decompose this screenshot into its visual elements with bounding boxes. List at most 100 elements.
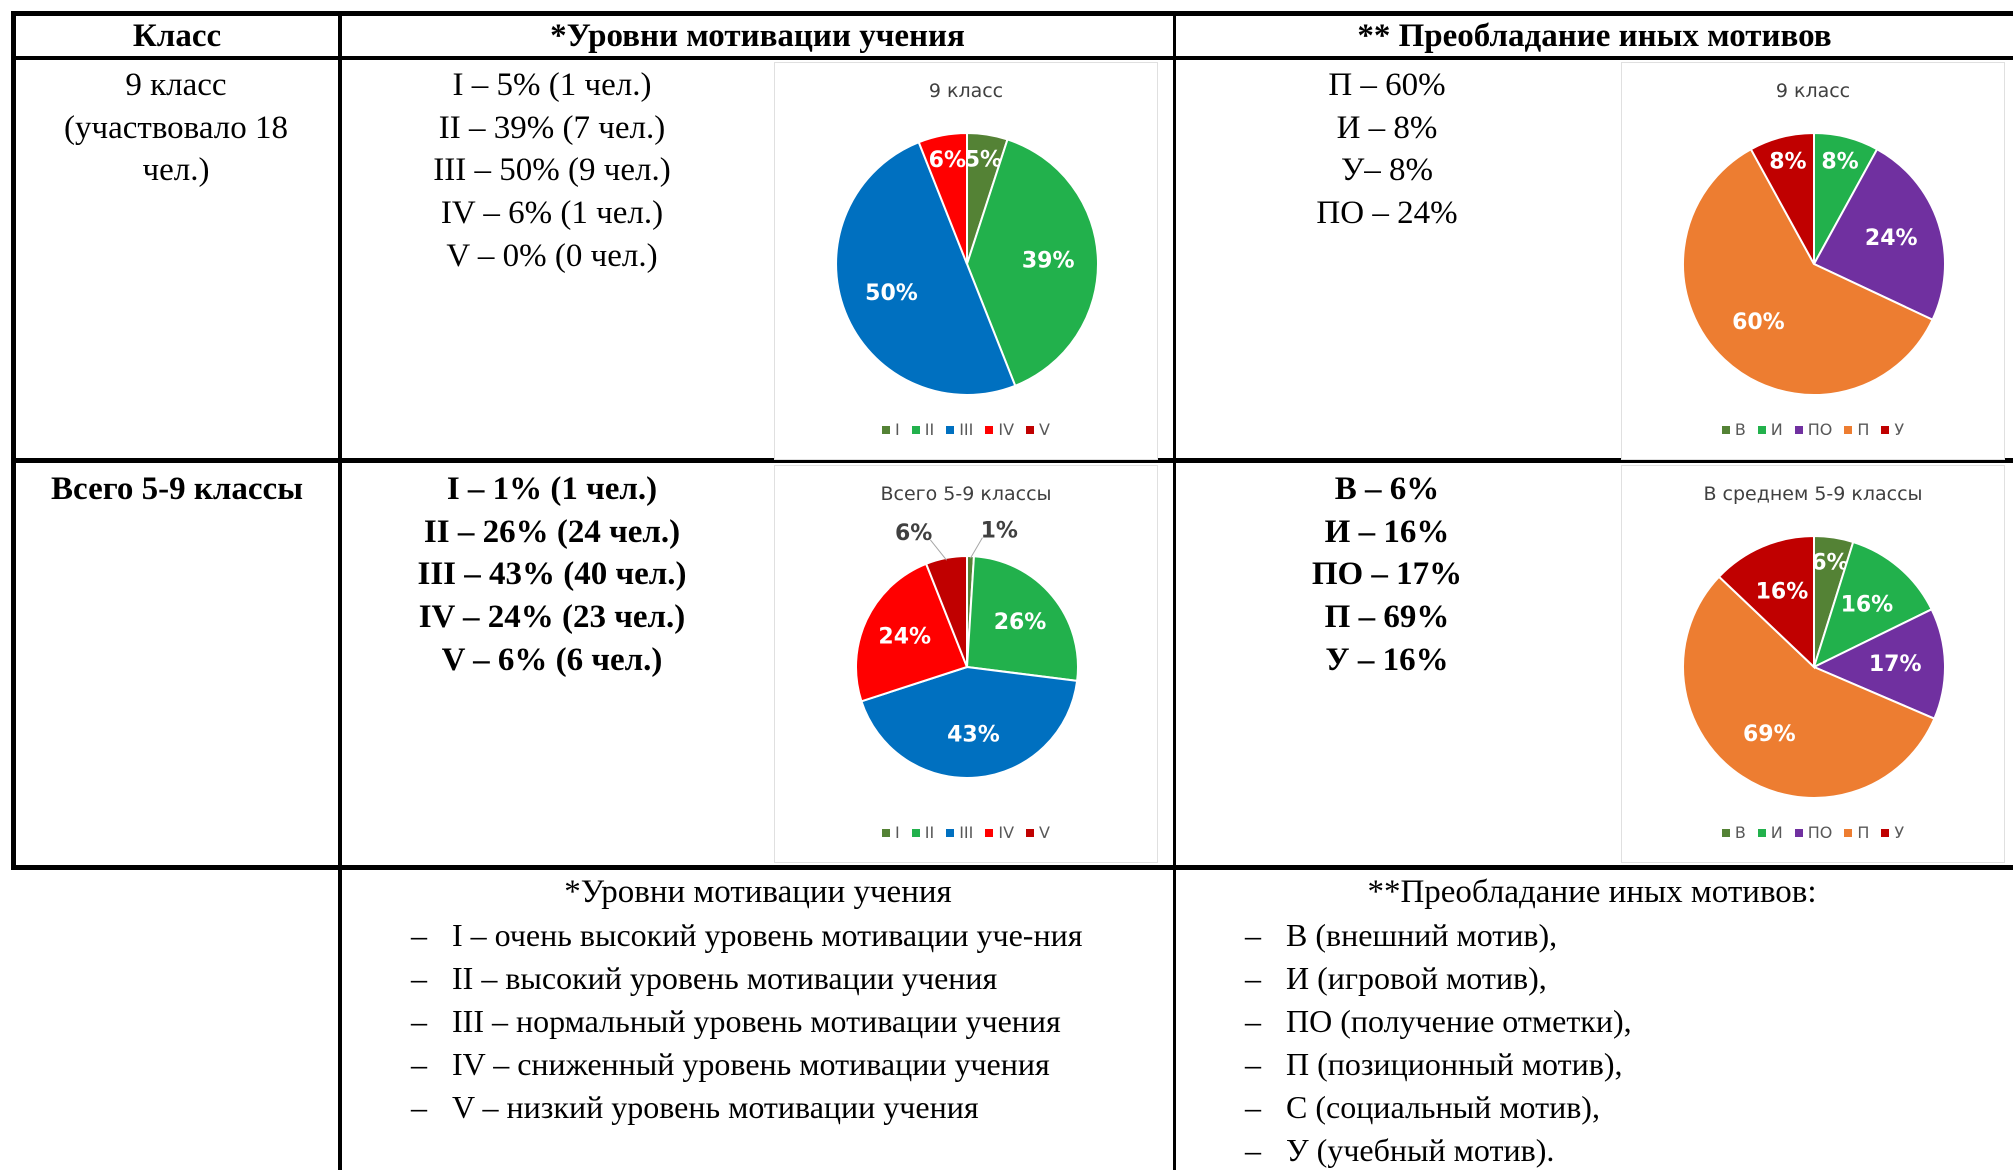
table-border [13, 11, 2013, 16]
legend-swatch [911, 425, 920, 434]
note-item: В (внешний мотив), [1245, 914, 1805, 957]
legend-swatch [1881, 425, 1890, 434]
pie-chart: 6%16%17%69%16% [1682, 534, 1946, 799]
slice-label: 60% [1732, 310, 1785, 335]
motive-line: ПО – 17% [1311, 556, 1463, 593]
note-title: **Преобладание иных мотивов: [1367, 874, 1817, 910]
legend-item: У [1881, 420, 1904, 439]
motive-line: П – 69% [1324, 599, 1450, 636]
legend-label: П [1857, 823, 1870, 842]
legend-item: П [1844, 823, 1869, 842]
slice-label: 24% [878, 625, 931, 650]
legend-swatch [985, 425, 994, 434]
level-line: V – 6% (6 чел.) [441, 641, 663, 678]
legend-swatch [1721, 425, 1730, 434]
pie-slice [835, 140, 1017, 396]
legend-item: II [911, 420, 935, 439]
level-line: IV – 24% (23 чел.) [418, 599, 686, 636]
legend-swatch [882, 828, 891, 837]
note-item: II – высокий уровень мотивации учения [411, 957, 1163, 1000]
pie-chart: 5% 39% 50% 6% [835, 131, 1099, 396]
slice-label: 50% [865, 281, 918, 306]
slice-label: 16% [1756, 579, 1809, 604]
legend-swatch [946, 425, 955, 434]
legend-label: II [924, 420, 935, 439]
slice-label: 43% [947, 723, 1000, 748]
legend-swatch [1794, 425, 1803, 434]
slice-label: 69% [1743, 722, 1796, 747]
legend-label: У [1894, 420, 1905, 439]
table-border [13, 56, 2013, 60]
motive-line: И – 8% [1336, 109, 1438, 146]
slice-label: 8% [1821, 149, 1858, 174]
slice-label: 8% [1769, 149, 1806, 174]
legend-swatch [1721, 828, 1730, 837]
legend-item: ПО [1794, 823, 1832, 842]
legend-label: II [924, 823, 935, 842]
motive-line: В – 6% [1334, 471, 1440, 507]
legend-item: ПО [1794, 420, 1832, 439]
slice-label: 6% [929, 148, 966, 173]
legend-label: П [1857, 420, 1870, 439]
level-line: I – 1% (1 чел.) [446, 471, 658, 507]
pie-slice [924, 554, 968, 668]
slice-label: 16% [1841, 592, 1894, 617]
legend-label: У [1894, 823, 1905, 842]
note-item: И (игровой мотив), [1245, 957, 1805, 1000]
legend-swatch [946, 828, 955, 837]
legend: В И ПО П У [1622, 823, 2004, 842]
legend-item: В [1721, 823, 1746, 842]
slice-label: 24% [1865, 226, 1918, 251]
legend-swatch [1757, 425, 1766, 434]
slice-label: 5% [965, 147, 1002, 172]
header-cell: ** Преобладание иных мотивов [1357, 18, 1832, 54]
legend-label: И [1770, 823, 1783, 842]
legend-item: III [946, 823, 973, 842]
level-line: II – 26% (24 чел.) [423, 513, 681, 550]
note-item: У (учебный мотив). [1245, 1129, 1805, 1172]
legend-item: IV [985, 823, 1014, 842]
legend-swatch [1757, 828, 1766, 837]
note-item: С (социальный мотив), [1245, 1086, 1805, 1129]
pie-slice [860, 665, 1079, 779]
pie-chart: 8% 24% 60% 8% [1682, 131, 1946, 396]
legend-label: В [1734, 823, 1746, 842]
motive-line: И – 16% [1324, 513, 1450, 550]
legend-label: I [895, 823, 900, 842]
note-list: В (внешний мотив),И (игровой мотив),ПО (… [1245, 914, 1805, 1172]
motive-line: У– 8% [1340, 152, 1434, 189]
legend-swatch [1844, 425, 1853, 434]
slice-label: 6% [1811, 550, 1848, 575]
level-line: III – 43% (40 чел.) [417, 556, 687, 593]
legend-label: I [895, 420, 900, 439]
chart-title: 9 класс [928, 80, 1004, 102]
table-border [11, 11, 16, 870]
slice-label: 1% [981, 519, 1018, 544]
legend-label: III [959, 823, 974, 842]
motive-line: П – 60% [1328, 67, 1446, 103]
legend-swatch [1026, 425, 1035, 434]
table-border [338, 11, 342, 1170]
note-item: V – низкий уровень мотивации учения [411, 1086, 1163, 1129]
level-line: II – 39% (7 чел.) [438, 109, 666, 146]
legend-label: И [1770, 420, 1783, 439]
legend-swatch [911, 828, 920, 837]
chart-title: Всего 5-9 классы [880, 483, 1052, 505]
chart: Всего 5-9 классы 1% 26% 43% 24% 6% I II III IV V [774, 465, 1158, 863]
legend-item: V [1026, 420, 1050, 439]
note-item: I – очень высокий уровень мотивации уче-… [411, 914, 1163, 957]
pie-slice [1812, 540, 1933, 669]
legend-item: У [1881, 823, 1904, 842]
legend-item: II [911, 823, 935, 842]
legend-item: П [1844, 420, 1869, 439]
leader-line [930, 539, 948, 561]
header-cell: *Уровни мотивации учения [550, 18, 965, 54]
pie-slice [1682, 147, 1934, 396]
table-border [1173, 11, 1176, 1170]
pie-slice [1749, 131, 1815, 265]
legend: В И ПО П У [1622, 420, 2004, 439]
slice-label: 26% [994, 610, 1047, 635]
legend-swatch [1026, 828, 1035, 837]
legend-item: IV [985, 420, 1014, 439]
legend-item: И [1757, 823, 1783, 842]
